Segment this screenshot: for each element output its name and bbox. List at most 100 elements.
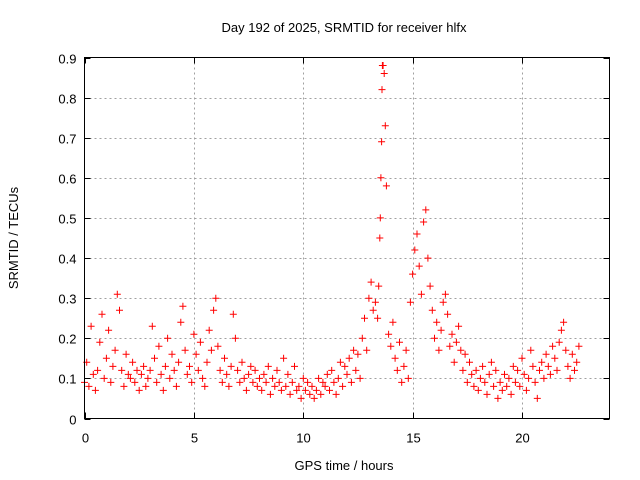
data-point: [330, 378, 338, 386]
data-point: [113, 290, 121, 298]
data-point: [400, 362, 408, 370]
data-point: [420, 218, 428, 226]
data-point: [553, 366, 561, 374]
data-point: [389, 318, 397, 326]
data-point: [549, 342, 557, 350]
data-point: [319, 378, 327, 386]
data-point: [336, 358, 344, 366]
data-point: [371, 298, 379, 306]
data-point: [391, 354, 399, 362]
data-point: [96, 338, 104, 346]
data-point: [260, 370, 268, 378]
data-point: [210, 306, 218, 314]
data-point: [186, 362, 193, 370]
data-point: [546, 370, 554, 378]
y-tick-label: 0.2: [58, 332, 76, 347]
data-point: [129, 358, 137, 366]
data-point: [201, 382, 209, 390]
data-point: [168, 350, 176, 358]
data-point: [516, 382, 524, 390]
data-point: [470, 382, 478, 390]
data-point: [551, 354, 559, 362]
data-point: [424, 254, 432, 262]
y-tick-label: 0.6: [58, 172, 76, 187]
data-point: [406, 298, 414, 306]
data-point: [564, 362, 572, 370]
data-point: [529, 362, 537, 370]
data-point: [98, 310, 106, 318]
data-point: [352, 366, 360, 374]
data-point: [376, 214, 384, 222]
data-point: [568, 350, 576, 358]
data-point: [378, 138, 386, 146]
data-point: [151, 354, 158, 362]
data-point: [379, 62, 387, 69]
data-point: [435, 346, 443, 354]
data-point: [304, 378, 312, 386]
data-point: [382, 182, 390, 190]
data-point: [411, 246, 419, 254]
data-point: [409, 270, 417, 278]
data-point: [105, 326, 113, 334]
data-point: [253, 382, 261, 390]
x-axis-label: GPS time / hours: [295, 458, 394, 473]
data-point: [450, 358, 458, 366]
y-tick-label: 0.7: [58, 132, 76, 147]
data-point: [231, 334, 239, 342]
data-point: [166, 374, 174, 382]
data-point: [527, 346, 535, 354]
marks-layer: [81, 62, 583, 402]
grid-layer: [84, 57, 610, 419]
data-point: [264, 362, 272, 370]
data-point: [369, 306, 377, 314]
data-point: [474, 386, 482, 394]
data-point: [109, 362, 117, 370]
data-point: [107, 378, 115, 386]
data-point: [437, 326, 445, 334]
data-point: [422, 206, 430, 214]
data-point: [161, 362, 169, 370]
x-tick-label: 0: [82, 431, 89, 446]
x-tick-label: 10: [296, 431, 310, 446]
data-point: [146, 366, 154, 374]
data-point: [275, 378, 283, 386]
data-point: [262, 378, 270, 386]
data-point: [542, 350, 550, 358]
data-point: [225, 382, 233, 390]
y-tick-label: 0.9: [58, 52, 76, 67]
data-point: [251, 366, 259, 374]
data-point: [207, 346, 215, 354]
data-point: [376, 234, 384, 242]
data-point: [375, 282, 383, 290]
data-point: [448, 330, 456, 338]
data-point: [505, 374, 513, 382]
data-point: [164, 334, 172, 342]
data-point: [531, 378, 539, 386]
data-point: [199, 374, 207, 382]
data-point: [122, 350, 130, 358]
data-point: [444, 310, 452, 318]
data-point: [560, 318, 568, 326]
data-point: [345, 354, 353, 362]
data-point: [555, 338, 563, 346]
data-point: [463, 378, 471, 386]
data-point: [496, 378, 504, 386]
data-point: [377, 174, 385, 182]
data-point: [566, 374, 574, 382]
data-point: [354, 350, 362, 358]
data-point: [85, 382, 93, 390]
data-point: [91, 386, 99, 394]
data-point: [242, 386, 250, 394]
data-point: [94, 366, 102, 374]
data-point: [540, 374, 548, 382]
data-point: [295, 382, 303, 390]
data-point: [457, 346, 465, 354]
data-point: [315, 374, 323, 382]
data-point: [544, 362, 552, 370]
data-point: [461, 350, 469, 358]
data-point: [479, 362, 487, 370]
plot-frame: [84, 57, 610, 419]
data-point: [177, 318, 185, 326]
data-point: [157, 370, 165, 378]
y-tick-label: 0.5: [58, 212, 76, 227]
